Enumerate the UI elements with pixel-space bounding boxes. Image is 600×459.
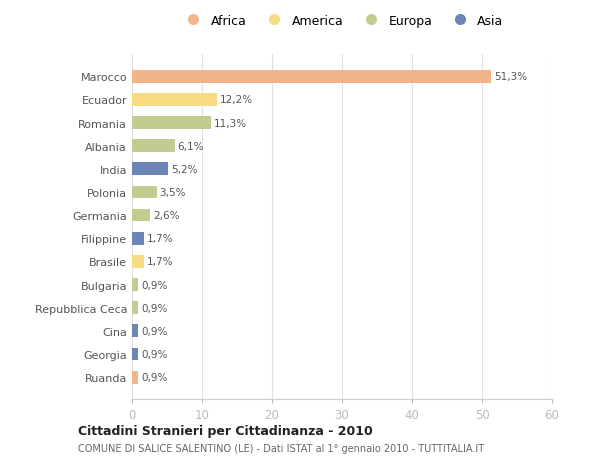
- Text: 0,9%: 0,9%: [141, 280, 167, 290]
- Bar: [132, 140, 175, 153]
- Text: 1,7%: 1,7%: [146, 234, 173, 244]
- Text: 11,3%: 11,3%: [214, 118, 247, 128]
- Bar: [132, 71, 491, 84]
- Bar: [132, 302, 139, 314]
- Bar: [132, 163, 169, 176]
- Legend: Africa, America, Europa, Asia: Africa, America, Europa, Asia: [176, 10, 508, 33]
- Text: 51,3%: 51,3%: [494, 72, 527, 82]
- Text: 0,9%: 0,9%: [141, 303, 167, 313]
- Text: Cittadini Stranieri per Cittadinanza - 2010: Cittadini Stranieri per Cittadinanza - 2…: [78, 424, 373, 437]
- Bar: [132, 209, 150, 222]
- Text: 1,7%: 1,7%: [146, 257, 173, 267]
- Bar: [132, 325, 139, 337]
- Bar: [132, 94, 217, 106]
- Text: 12,2%: 12,2%: [220, 95, 253, 105]
- Bar: [132, 279, 139, 291]
- Bar: [132, 348, 139, 361]
- Bar: [132, 371, 139, 384]
- Bar: [132, 256, 144, 268]
- Text: 6,1%: 6,1%: [178, 141, 204, 151]
- Text: 3,5%: 3,5%: [160, 188, 186, 197]
- Text: 0,9%: 0,9%: [141, 326, 167, 336]
- Bar: [132, 117, 211, 129]
- Text: 0,9%: 0,9%: [141, 372, 167, 382]
- Bar: [132, 232, 144, 245]
- Text: 2,6%: 2,6%: [153, 211, 179, 221]
- Text: 0,9%: 0,9%: [141, 349, 167, 359]
- Bar: [132, 186, 157, 199]
- Text: 5,2%: 5,2%: [171, 164, 198, 174]
- Text: COMUNE DI SALICE SALENTINO (LE) - Dati ISTAT al 1° gennaio 2010 - TUTTITALIA.IT: COMUNE DI SALICE SALENTINO (LE) - Dati I…: [78, 443, 484, 453]
